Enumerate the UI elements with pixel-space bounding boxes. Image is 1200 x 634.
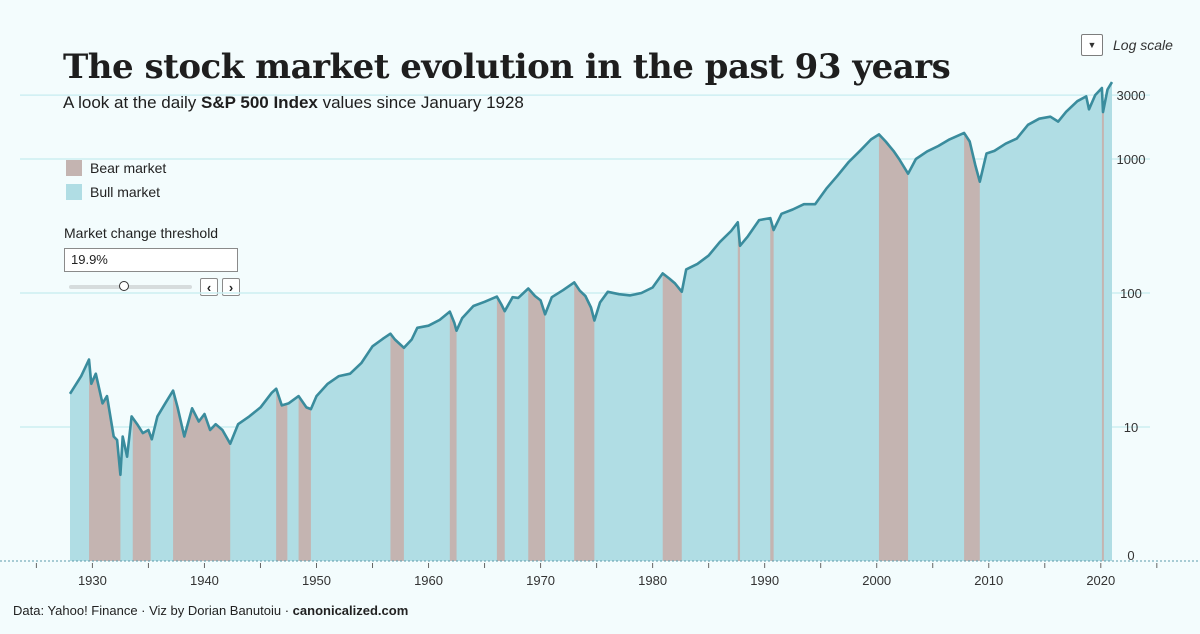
x-tick-1950: 1950 (302, 573, 331, 588)
legend-item-bear: Bear market (66, 156, 166, 180)
x-tick-1990: 1990 (750, 573, 779, 588)
x-tick-2020: 2020 (1086, 573, 1115, 588)
x-tick-1970: 1970 (526, 573, 555, 588)
chevron-right-icon[interactable]: › (222, 278, 240, 296)
bear-market-band (89, 82, 121, 561)
y-tick-10: 10 (1124, 420, 1138, 435)
bear-market-band (878, 82, 909, 561)
source-credit: Data: Yahoo! Finance · Viz by Dorian Ban… (13, 603, 408, 618)
bear-market-band (1101, 82, 1104, 561)
bear-market-band (173, 82, 231, 561)
legend-item-bull: Bull market (66, 180, 166, 204)
threshold-label: Market change threshold (64, 225, 219, 241)
x-tick-1930: 1930 (78, 573, 107, 588)
x-tick-1940: 1940 (190, 573, 219, 588)
bear-market-band (770, 82, 774, 561)
bear-market-band (496, 82, 505, 561)
bear-market-band (132, 82, 151, 561)
x-tick-2000: 2000 (862, 573, 891, 588)
subtitle-text: A look at the daily (63, 93, 197, 112)
source-text: Data: Yahoo! Finance · Viz by Dorian Ban… (13, 603, 290, 618)
sp500-line (68, 81, 1114, 477)
bear-market-band (276, 82, 288, 561)
bear-market-band (390, 82, 404, 561)
index-line (68, 81, 1114, 477)
chart-title: The stock market evolution in the past 9… (63, 47, 951, 87)
y-tick-3000: 3000 (1117, 88, 1146, 103)
threshold-slider-row: ‹ › (64, 276, 240, 298)
bear-market-band (737, 82, 741, 561)
x-tick-1980: 1980 (638, 573, 667, 588)
y-tick-1000: 1000 (1117, 152, 1146, 167)
chevron-left-icon[interactable]: ‹ (200, 278, 218, 296)
legend-label-bull: Bull market (90, 184, 161, 200)
subtitle-text-end: values since January 1928 (322, 93, 524, 112)
threshold-control: Market change threshold 19.9% ‹ › (64, 225, 240, 298)
legend-swatch-bear (66, 160, 82, 176)
y-tick-100: 100 (1120, 286, 1142, 301)
subtitle-index-name: S&P 500 Index (201, 93, 318, 112)
bear-market-band (662, 82, 682, 561)
x-tick-2010: 2010 (974, 573, 1003, 588)
legend-label-bear: Bear market (90, 160, 167, 176)
y-axis: 0 10 100 1000 3000 (1117, 88, 1146, 563)
bear-market-band (964, 82, 980, 561)
caret-down-icon[interactable]: ▼ (1081, 34, 1103, 56)
threshold-input[interactable]: 19.9% (64, 248, 238, 272)
chart-legend: Bear market Bull market (66, 156, 166, 204)
legend-swatch-bull (66, 184, 82, 200)
x-tick-1960: 1960 (414, 573, 443, 588)
chart-subtitle: A look at the daily S&P 500 Index values… (63, 93, 524, 113)
log-scale-label: Log scale (1113, 37, 1173, 53)
x-axis: 1930 1940 1950 1960 1970 1980 1990 2000 2010 2020 (0, 560, 1200, 588)
log-scale-toggle[interactable]: ▼ Log scale (1081, 34, 1173, 56)
y-tick-0: 0 (1127, 548, 1134, 563)
site-link[interactable]: canonicalized.com (292, 603, 409, 618)
threshold-slider[interactable] (69, 281, 192, 291)
bear-market-band (298, 82, 311, 561)
bear-market-band (449, 82, 457, 561)
slider-thumb[interactable] (119, 281, 130, 291)
